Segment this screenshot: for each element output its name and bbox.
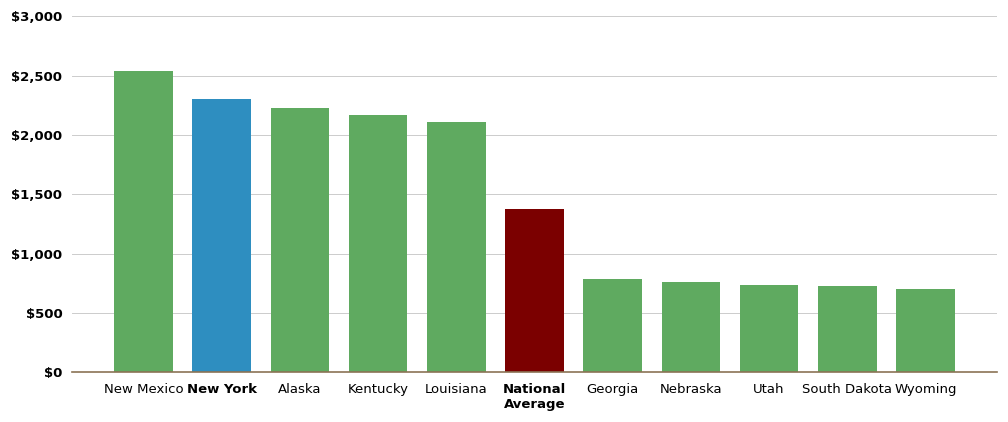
- Bar: [349, 115, 407, 373]
- Bar: [193, 99, 251, 373]
- Bar: [114, 71, 172, 373]
- Bar: [661, 282, 721, 373]
- Bar: [505, 209, 563, 373]
- Bar: [817, 286, 877, 373]
- Bar: [427, 122, 486, 373]
- Bar: [270, 108, 330, 373]
- Bar: [584, 279, 642, 373]
- Bar: [896, 289, 955, 373]
- Bar: [740, 284, 798, 373]
